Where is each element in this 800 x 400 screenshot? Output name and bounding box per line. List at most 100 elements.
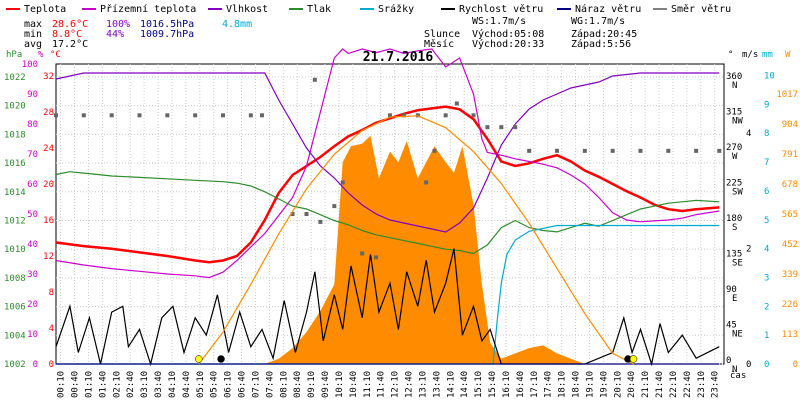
tick-temp: 28 (43, 108, 54, 118)
tick-rain: 6 (764, 187, 769, 197)
axis-rain-unit: mm (762, 50, 773, 60)
tick-time: 06:40 (238, 371, 248, 398)
wind-dir-point (694, 148, 699, 153)
stat-min-press: 1009.7hPa (140, 29, 194, 40)
wind-dir-point (248, 113, 253, 118)
tick-solar: 791 (782, 150, 798, 160)
wind-dir-point (360, 251, 365, 256)
tick-time: 20:10 (613, 371, 623, 398)
legend-label: Přízemní teplota (100, 3, 196, 15)
stat-sun-label: Slunce (424, 29, 460, 40)
tick-dir-label: SW (732, 187, 743, 197)
stat-wg: WG:1.7m/s (571, 16, 625, 27)
axis-dir-unit: ° (728, 50, 733, 60)
tick-time: 18:10 (558, 371, 568, 398)
tick-pct: 30 (27, 270, 38, 280)
tick-solar: 339 (782, 270, 798, 280)
wind-dir-point (318, 219, 323, 224)
tick-time: 21:40 (655, 371, 665, 398)
tick-dir: 360 (726, 72, 742, 82)
tick-time: 23:40 (711, 371, 721, 398)
tick-press: 1004 (4, 331, 26, 341)
wind-dir-point (485, 125, 490, 130)
tick-rain: 10 (764, 72, 775, 82)
series-vlhkost (55, 72, 720, 233)
tick-rain: 1 (764, 331, 769, 341)
axis-temp-unit: °C (50, 50, 61, 60)
stat-moonset: Západ:5:56 (571, 38, 631, 50)
legend-label: Srážky (378, 3, 414, 15)
tick-solar: 113 (782, 330, 798, 340)
stat-max-hum: 100% (106, 19, 130, 30)
tick-time: 04:10 (168, 371, 178, 398)
tick-time: 10:10 (335, 371, 345, 398)
tick-rain: 0 (764, 360, 769, 370)
tick-rain: 7 (764, 158, 769, 168)
wind-dir-point (443, 113, 448, 118)
tick-pct: 60 (27, 180, 38, 190)
stat-sunset: Západ:20:45 (571, 28, 637, 40)
tick-press: 1014 (4, 188, 26, 198)
tick-time: 22:40 (683, 371, 693, 398)
tick-pct: 20 (27, 300, 38, 310)
wind-dir-point (717, 148, 722, 153)
wind-dir-point (137, 113, 142, 118)
marker-sunset (629, 355, 638, 363)
tick-time: 19:10 (585, 371, 595, 398)
marker-sunrise (195, 355, 203, 363)
tick-time: 04:40 (182, 371, 192, 398)
tick-wind: 0 (746, 360, 751, 370)
legend-label: Tlak (307, 4, 331, 15)
wind-dir-point (374, 255, 379, 260)
wind-dir-point (221, 113, 225, 118)
tick-dir-label: NE (732, 329, 743, 339)
tick-time: 16:40 (516, 371, 526, 398)
chart-legend: Teplota Přízemní teplota Vlhkost Tlak Srážky… (6, 3, 731, 15)
plot-axes: hPa% °C1002100410061008101010121014101610… (4, 50, 798, 398)
tick-time: 08:40 (293, 371, 303, 398)
tick-time: 02:40 (126, 371, 136, 398)
tick-dir-label: N (732, 81, 737, 91)
wind-dir-point (471, 113, 476, 118)
stat-min-temp: 8.8°C (52, 29, 82, 40)
wind-dir-point (312, 77, 317, 82)
tick-time: 21:10 (641, 371, 651, 398)
tick-dir: 135 (726, 249, 742, 259)
stat-moonrise: Východ:20:33 (472, 38, 544, 50)
tick-dir-label: SE (732, 258, 743, 268)
tick-solar: 678 (782, 180, 798, 190)
tick-time: 22:10 (669, 371, 679, 398)
tick-solar: 0 (793, 360, 798, 370)
tick-dir: 0 (726, 356, 731, 366)
series-tlak (55, 171, 720, 255)
tick-dir: 270 (726, 143, 742, 153)
tick-time: 06:10 (224, 371, 234, 398)
tick-time: 17:10 (530, 371, 540, 398)
tick-pct: 10 (27, 330, 38, 340)
tick-press: 1018 (4, 130, 26, 140)
wind-dir-point (193, 113, 198, 118)
tick-time: 05:10 (196, 371, 206, 398)
stat-avg-temp: 17.2°C (52, 39, 88, 50)
axis-solar-unit: W (785, 50, 791, 60)
tick-time: 02:10 (112, 371, 122, 398)
tick-dir-label: S (732, 223, 737, 233)
tick-temp: 8 (49, 288, 54, 298)
tick-time: 15:40 (488, 371, 498, 398)
wind-dir-point (610, 148, 615, 153)
wind-dir-point (432, 148, 437, 153)
tick-time: 18:40 (572, 371, 582, 398)
marker-moonset (217, 355, 225, 363)
tick-dir-label: E (732, 294, 737, 304)
wind-dir-point (666, 148, 671, 153)
tick-pct: 0 (33, 360, 38, 370)
stat-min-hum: 44% (106, 29, 124, 40)
tick-time: 23:10 (697, 371, 707, 398)
tick-press: 1008 (4, 274, 26, 284)
tick-time: 03:10 (140, 371, 150, 398)
tick-press: 1022 (4, 73, 26, 83)
tick-time: 09:10 (307, 371, 317, 398)
tick-solar: 226 (782, 300, 798, 310)
stats-panel: max 28.6°C 100% 1016.5hPa 4.8mm min 8.8°… (24, 16, 637, 50)
stat-max-temp: 28.6°C (52, 19, 88, 30)
